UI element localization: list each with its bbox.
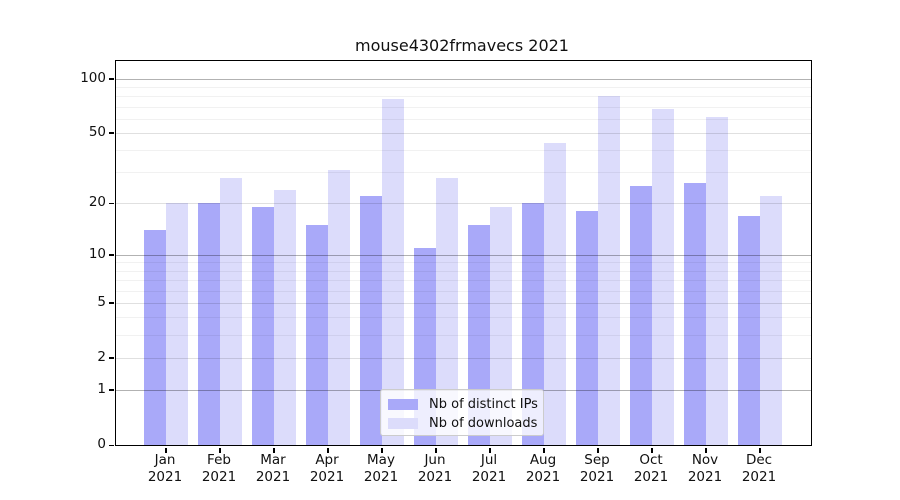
x-tick-label-nov: Nov 2021 xyxy=(687,452,723,485)
y-gridline-60 xyxy=(115,118,811,120)
y-gridline-50 xyxy=(115,132,811,134)
y-gridline-40 xyxy=(115,150,811,152)
legend-item-downloads: Nb of downloads xyxy=(381,414,543,433)
y-gridline-90 xyxy=(115,86,811,88)
legend-label-distinct-ips: Nb of distinct IPs xyxy=(429,397,538,412)
y-tick-0 xyxy=(108,444,114,446)
x-tick-label-feb: Feb 2021 xyxy=(201,452,237,485)
x-tick-jun xyxy=(435,448,437,453)
bar-downloads-apr xyxy=(328,169,350,445)
x-tick-jan xyxy=(165,448,167,453)
x-tick-label-jun: Jun 2021 xyxy=(417,452,453,485)
y-tick-label-10: 10 xyxy=(88,245,106,262)
x-tick-sep xyxy=(597,448,599,453)
legend-label-downloads: Nb of downloads xyxy=(429,416,538,431)
bar-downloads-jan xyxy=(166,203,188,445)
bar-distinct_ips-apr xyxy=(306,224,328,445)
y-gridline-2 xyxy=(115,357,811,359)
bar-distinct_ips-may xyxy=(360,196,382,445)
x-tick-label-jan: Jan 2021 xyxy=(147,452,183,485)
bar-distinct_ips-jan xyxy=(144,230,166,445)
bar-downloads-mar xyxy=(274,189,296,445)
y-tick-label-0: 0 xyxy=(97,436,106,452)
x-tick-label-apr: Apr 2021 xyxy=(309,452,345,485)
x-tick-nov xyxy=(705,448,707,453)
x-tick-label-aug: Aug 2021 xyxy=(525,452,561,485)
y-tick-label-5: 5 xyxy=(97,293,106,310)
bar-downloads-aug xyxy=(544,142,566,445)
bar-distinct_ips-sep xyxy=(576,211,598,445)
y-gridline-3 xyxy=(115,334,811,336)
bar-distinct_ips-nov xyxy=(684,183,706,445)
bar-distinct_ips-oct xyxy=(630,186,652,445)
legend-swatch-downloads-icon xyxy=(388,418,418,429)
bar-downloads-nov xyxy=(706,117,728,445)
bar-distinct_ips-aug xyxy=(522,203,544,445)
x-tick-label-oct: Oct 2021 xyxy=(633,452,669,485)
x-tick-may xyxy=(381,448,383,453)
y-gridline-5 xyxy=(115,302,811,304)
legend-item-distinct-ips: Nb of distinct IPs xyxy=(381,395,543,414)
legend: Nb of distinct IPs Nb of downloads xyxy=(380,389,544,436)
y-tick-label-50: 50 xyxy=(88,123,106,140)
y-gridline-80 xyxy=(115,96,811,98)
bar-downloads-jul xyxy=(490,207,512,445)
y-tick-50 xyxy=(108,132,114,134)
x-tick-aug xyxy=(543,448,545,453)
y-gridline-9 xyxy=(115,262,811,264)
x-tick-jul xyxy=(489,448,491,453)
x-tick-label-dec: Dec 2021 xyxy=(741,452,777,485)
y-gridline-10 xyxy=(115,254,811,256)
bar-downloads-jun xyxy=(436,177,458,445)
y-gridline-30 xyxy=(115,172,811,174)
x-tick-label-jul: Jul 2021 xyxy=(471,452,507,485)
y-tick-1 xyxy=(108,389,114,391)
y-gridline-100 xyxy=(115,78,811,80)
x-tick-oct xyxy=(651,448,653,453)
x-tick-mar xyxy=(273,448,275,453)
x-tick-label-may: May 2021 xyxy=(363,452,399,485)
chart-title: mouse4302frmavecs 2021 xyxy=(355,36,569,55)
bar-downloads-dec xyxy=(760,196,782,445)
y-tick-5 xyxy=(108,302,114,304)
x-tick-feb xyxy=(219,448,221,453)
bar-downloads-sep xyxy=(598,96,620,445)
y-tick-label-2: 2 xyxy=(97,348,106,365)
legend-swatch-distinct-ips-icon xyxy=(388,399,418,410)
y-tick-10 xyxy=(108,254,114,256)
bar-distinct_ips-mar xyxy=(252,207,274,445)
bar-downloads-oct xyxy=(652,108,674,445)
x-tick-label-mar: Mar 2021 xyxy=(255,452,291,485)
y-gridline-4 xyxy=(115,317,811,319)
y-tick-label-20: 20 xyxy=(88,194,106,211)
x-tick-label-sep: Sep 2021 xyxy=(579,452,615,485)
y-gridline-7 xyxy=(115,279,811,281)
y-gridline-6 xyxy=(115,290,811,292)
x-tick-dec xyxy=(759,448,761,453)
y-tick-label-100: 100 xyxy=(80,69,106,86)
bar-downloads-may xyxy=(382,99,404,445)
bar-distinct_ips-dec xyxy=(738,215,760,445)
y-tick-100 xyxy=(108,78,114,80)
y-tick-label-1: 1 xyxy=(97,380,106,397)
bar-downloads-feb xyxy=(220,177,242,445)
y-tick-2 xyxy=(108,357,114,359)
y-tick-20 xyxy=(108,202,114,205)
y-gridline-8 xyxy=(115,270,811,272)
x-tick-apr xyxy=(327,448,329,453)
y-gridline-20 xyxy=(115,203,811,205)
plot-area xyxy=(108,60,812,453)
y-gridline-70 xyxy=(115,106,811,108)
bar-distinct_ips-feb xyxy=(198,203,220,445)
